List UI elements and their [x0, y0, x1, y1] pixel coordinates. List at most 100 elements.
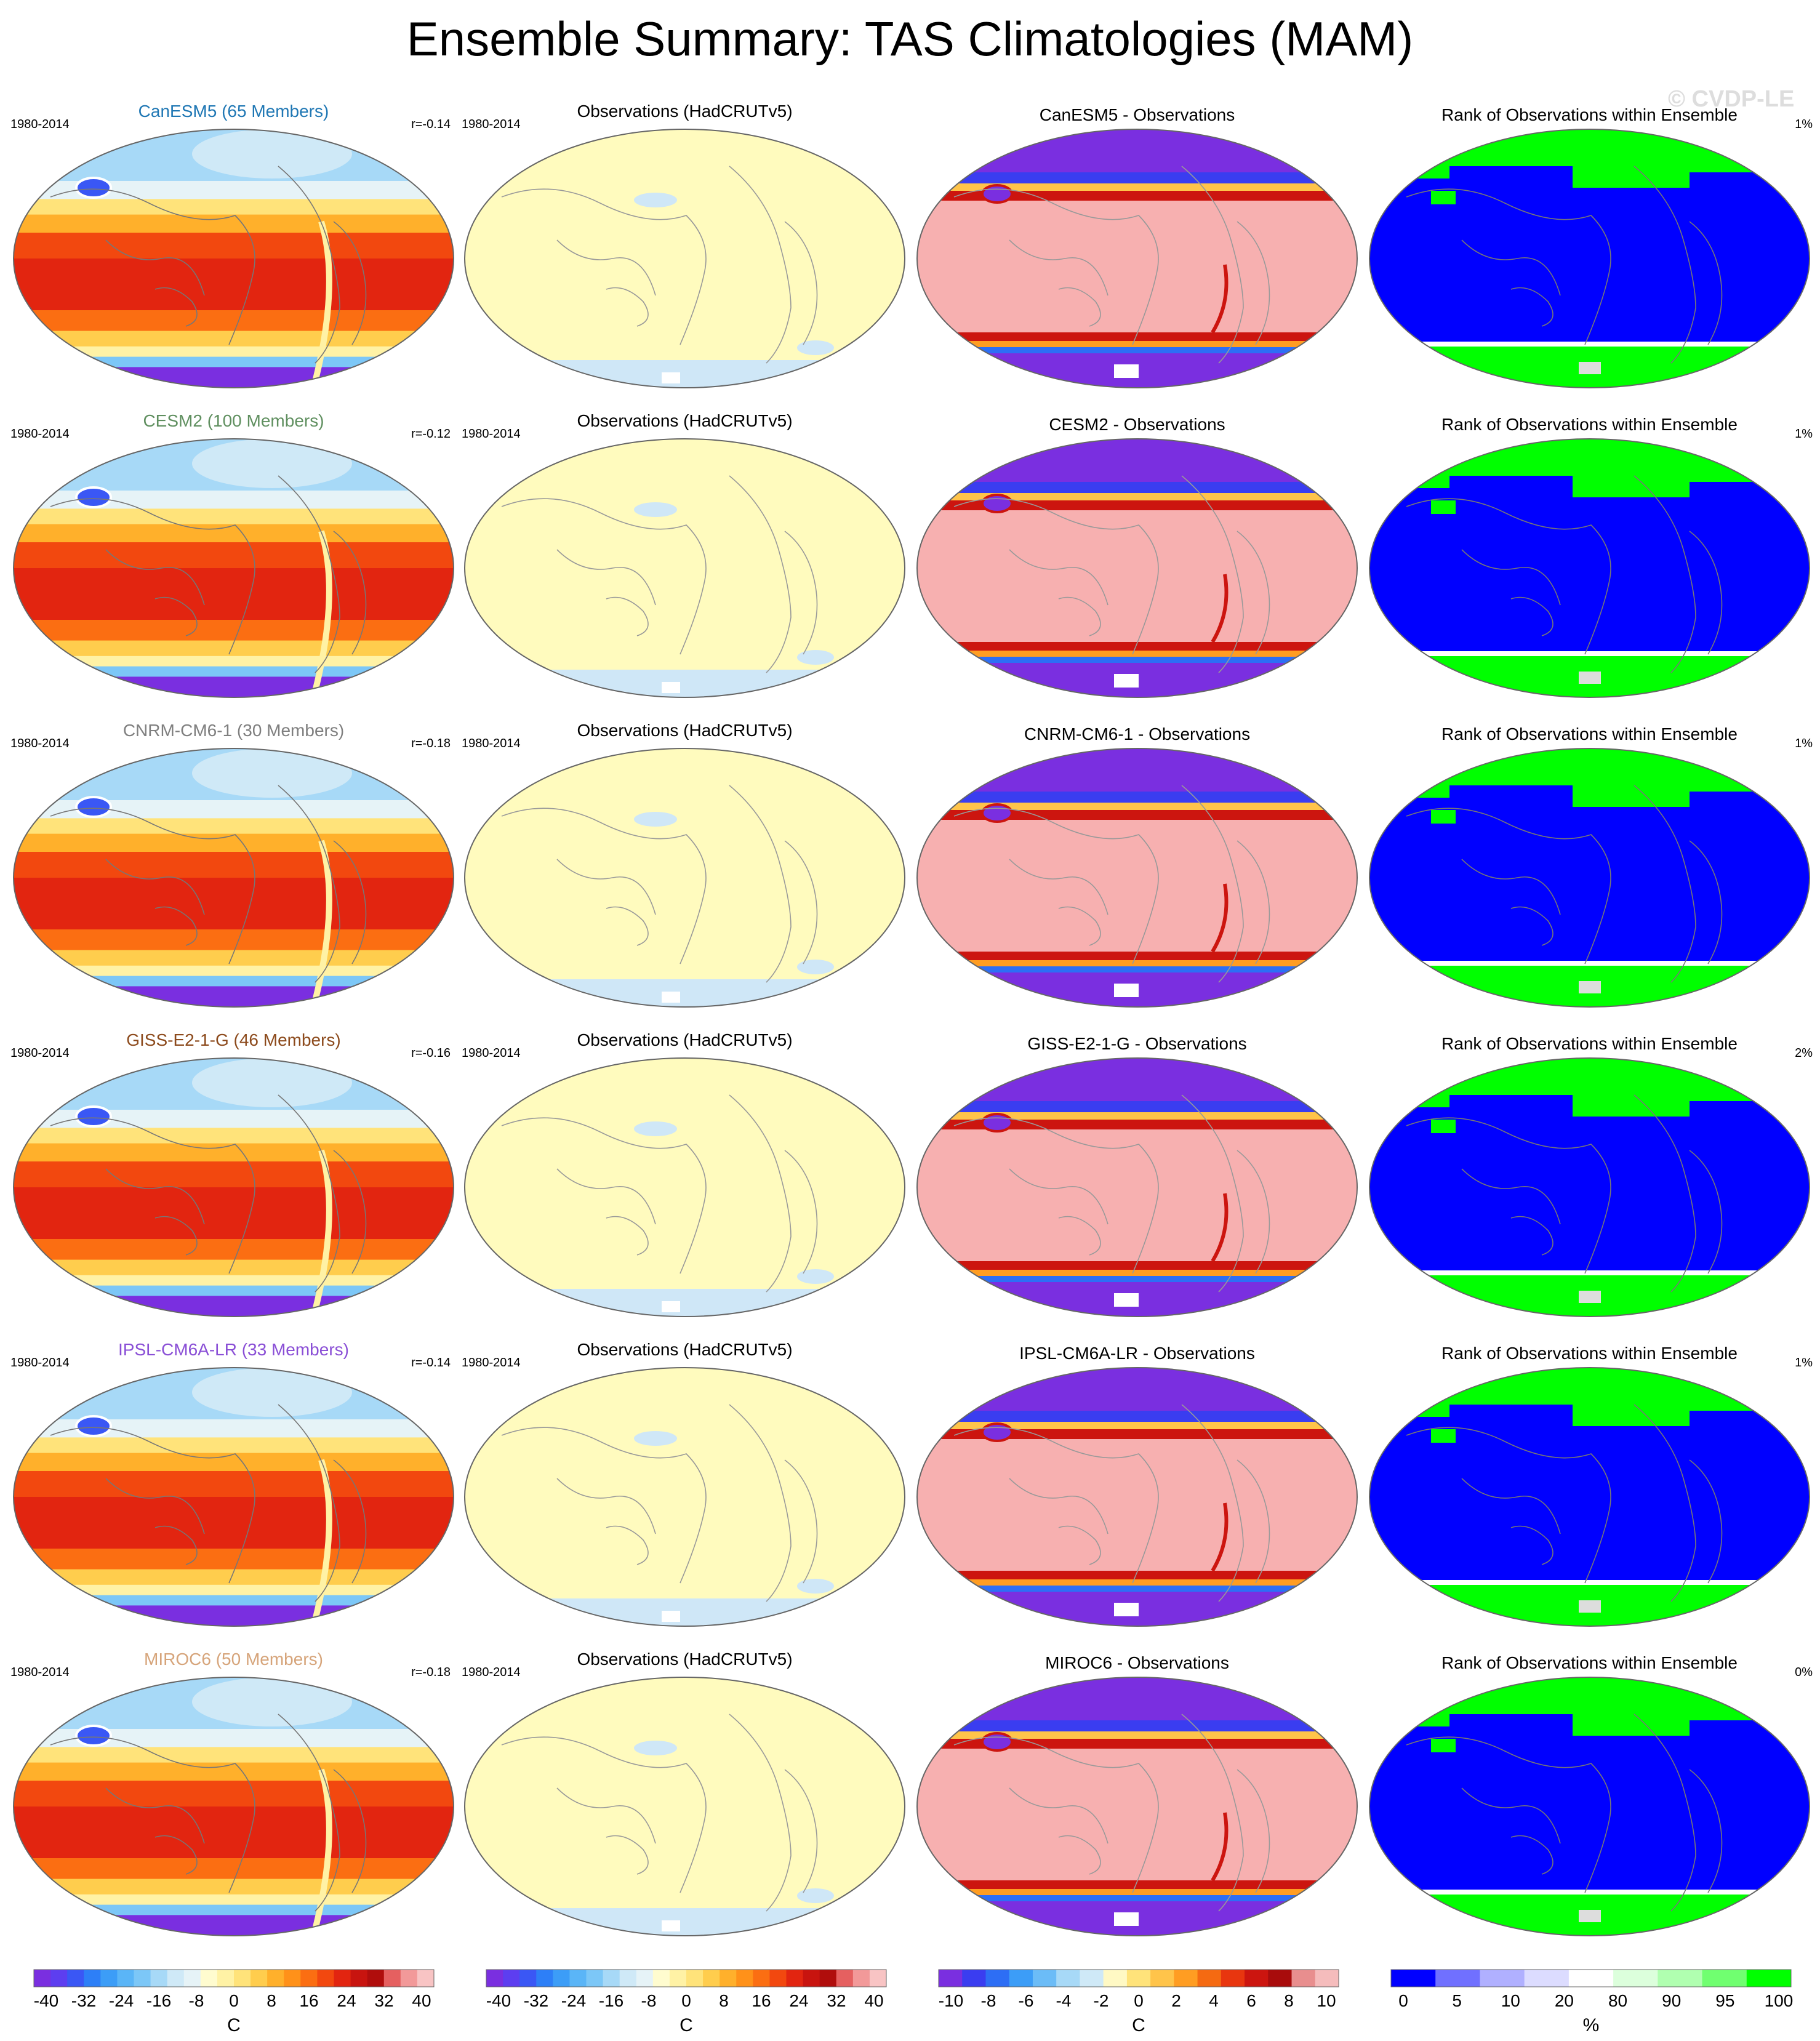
model-map-outline: [13, 438, 454, 698]
obs-climatology-map: [464, 1677, 905, 1936]
rank-title: Rank of Observations within Ensemble: [1441, 1344, 1738, 1363]
colorbar-swatch: [150, 1970, 168, 1987]
pattern-correlation: r=-0.18: [411, 737, 451, 750]
model-climatology-map: [13, 1677, 454, 1936]
diff-map-outline: [916, 1057, 1358, 1317]
diff-map-outline: [916, 129, 1358, 388]
model-map-outline: [13, 1677, 454, 1936]
colorbar-unit: C: [679, 2015, 693, 2035]
model-period: 1980-2014: [10, 1666, 70, 1679]
colorbar-swatch: [569, 1970, 587, 1987]
model-period: 1980-2014: [10, 427, 70, 441]
colorbar-swatch: [1435, 1970, 1480, 1987]
rank-map: [1369, 1057, 1810, 1317]
model-period: 1980-2014: [10, 118, 70, 131]
colorbar-swatch: [1103, 1970, 1128, 1987]
colorbar-swatch: [367, 1970, 385, 1987]
colorbar-tick-label: -32: [71, 1991, 96, 2010]
model-period: 1980-2014: [10, 1046, 70, 1060]
colorbar-tick-label: -24: [561, 1991, 586, 2010]
colorbar-swatch: [519, 1970, 537, 1987]
model-period: 1980-2014: [10, 737, 70, 750]
rank-title: Rank of Observations within Ensemble: [1441, 105, 1738, 124]
colorbar-tick-label: -8: [981, 1991, 996, 2010]
obs-title: Observations (HadCRUTv5): [577, 1030, 792, 1049]
obs-climatology-map: [464, 748, 905, 1008]
colorbar-tick-label: 0: [681, 1991, 691, 2010]
pattern-correlation: r=-0.14: [411, 1356, 451, 1369]
difference-map: [916, 129, 1358, 388]
colorbar-swatch: [300, 1970, 318, 1987]
colorbar-unit: C: [227, 2015, 241, 2035]
difference-map: [916, 1367, 1358, 1627]
colorbar-swatch: [1524, 1970, 1569, 1987]
colorbar-tick-label: -16: [599, 1991, 623, 2010]
colorbar-tick-label: -32: [524, 1991, 548, 2010]
colorbar-swatch: [869, 1970, 887, 1987]
colorbar-swatch: [183, 1970, 201, 1987]
colorbar-swatch: [67, 1970, 84, 1987]
colorbar-swatch: [819, 1970, 837, 1987]
row-2: CESM2 (100 Members) 1980-2014 r=-0.12 Obser…: [10, 411, 1813, 698]
obs-map-outline: [464, 1677, 905, 1936]
colorbar-tick-label: 8: [1284, 1991, 1294, 2010]
obs-title: Observations (HadCRUTv5): [577, 1650, 792, 1669]
colorbar-swatch: [1268, 1970, 1293, 1987]
pattern-correlation: r=-0.12: [411, 427, 451, 441]
colorbar-swatch: [503, 1970, 520, 1987]
difference-map: [916, 1677, 1358, 1936]
obs-climatology-map: [464, 129, 905, 388]
colorbar-swatch: [34, 1970, 51, 1987]
diff-title: MIROC6 - Observations: [1045, 1653, 1229, 1672]
colorbar-swatch: [234, 1970, 251, 1987]
model-map-outline: [13, 748, 454, 1008]
difference-map: [916, 748, 1358, 1008]
colorbar-tick-label: 32: [374, 1991, 393, 2010]
watermark: © CVDP-LE: [1668, 86, 1795, 112]
model-title: CanESM5 (65 Members): [138, 102, 329, 121]
colorbar-swatch: [200, 1970, 218, 1987]
obs-map-outline: [464, 1057, 905, 1317]
rank-map-outline: [1369, 1677, 1810, 1936]
model-period: 1980-2014: [10, 1356, 70, 1369]
colorbar-tick-label: 24: [789, 1991, 808, 2010]
colorbar-swatch: [217, 1970, 235, 1987]
colorbar-swatch: [636, 1970, 654, 1987]
diff-map-outline: [916, 748, 1358, 1008]
colorbar-swatch: [1126, 1970, 1151, 1987]
colorbar-swatch: [1480, 1970, 1525, 1987]
row-6: MIROC6 (50 Members) 1980-2014 r=-0.18 Obser…: [10, 1650, 1813, 1936]
rank-value: 1%: [1795, 427, 1813, 441]
obs-period: 1980-2014: [462, 427, 521, 441]
colorbar-tick-label: 16: [299, 1991, 318, 2010]
model-title: CNRM-CM6-1 (30 Members): [123, 721, 344, 740]
rank-value: 0%: [1795, 1666, 1813, 1679]
model-climatology-map: [13, 1057, 454, 1317]
colorbar-swatch: [1291, 1970, 1316, 1987]
colorbar-swatch: [117, 1970, 134, 1987]
obs-period: 1980-2014: [462, 1666, 521, 1679]
colorbar-tick-label: 24: [337, 1991, 356, 2010]
colorbar-swatch: [586, 1970, 604, 1987]
colorbar-tick-label: 4: [1209, 1991, 1219, 2010]
obs-title: Observations (HadCRUTv5): [577, 721, 792, 740]
colorbar-tick-label: 8: [719, 1991, 729, 2010]
colorbar-swatch: [417, 1970, 435, 1987]
colorbar-swatch: [1221, 1970, 1245, 1987]
model-climatology-map: [13, 129, 454, 388]
colorbar-swatch: [267, 1970, 284, 1987]
obs-map-outline: [464, 438, 905, 698]
model-title: IPSL-CM6A-LR (33 Members): [118, 1340, 349, 1359]
colorbar-swatch: [383, 1970, 401, 1987]
rank-title: Rank of Observations within Ensemble: [1441, 1034, 1738, 1053]
colorbar-swatch: [1174, 1970, 1198, 1987]
colorbar-rank: 0 5 10 20 80 90 95 100%: [1390, 1969, 1794, 2035]
colorbar-tick-label: 100: [1765, 1991, 1794, 2010]
diff-title: GISS-E2-1-G - Observations: [1027, 1034, 1246, 1053]
colorbar-tick-label: 80: [1608, 1991, 1627, 2010]
colorbar-tick-label: 90: [1662, 1991, 1681, 2010]
colorbar-swatch: [134, 1970, 151, 1987]
colorbar-swatch: [1658, 1970, 1703, 1987]
colorbar-tick-label: 6: [1246, 1991, 1256, 2010]
